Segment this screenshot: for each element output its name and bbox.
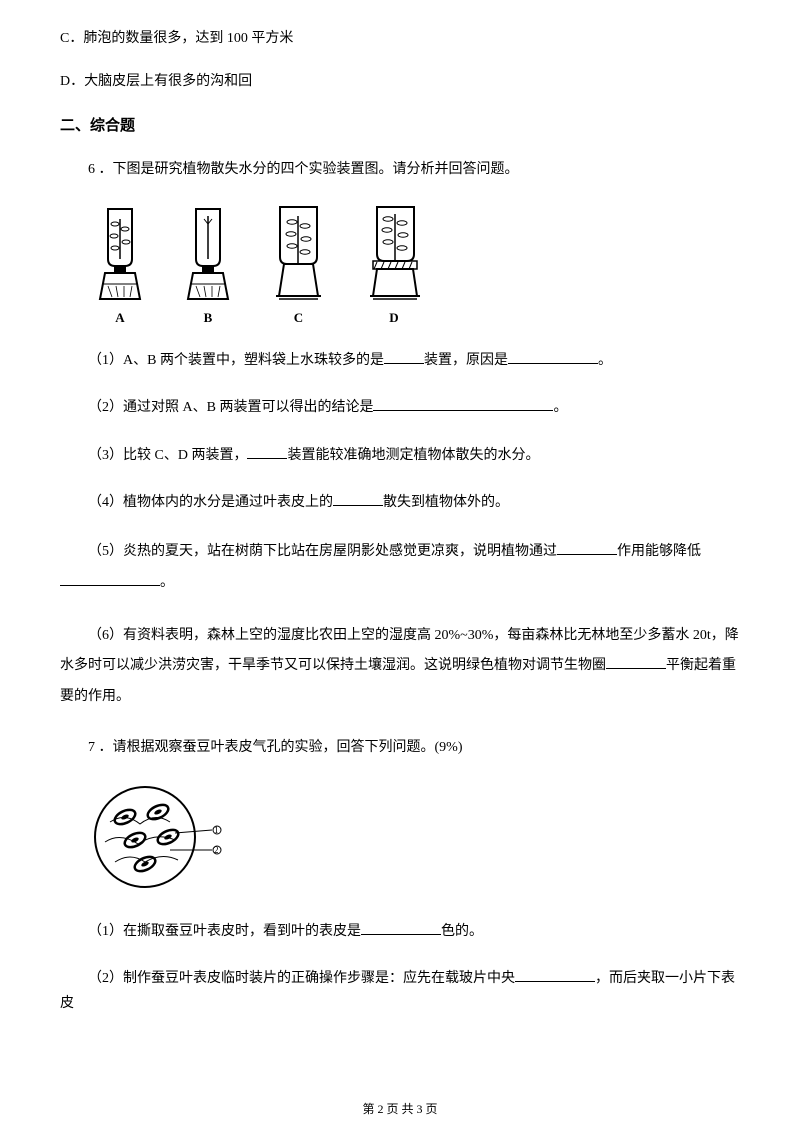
- device-d: D: [359, 204, 429, 326]
- blank: [60, 585, 160, 586]
- q6-sub1-text-c: 。: [598, 353, 612, 368]
- q7-sub1: （1）在撕取蚕豆叶表皮时，看到叶的表皮是 色的。: [60, 919, 740, 944]
- q6-intro: 6 ．下图是研究植物散失水分的四个实验装置图。请分析并回答问题。: [60, 157, 740, 182]
- q6-sub3-text-b: 装置能较准确地测定植物体散失的水分。: [287, 448, 539, 463]
- q6-sub5-text-c: 。: [160, 575, 174, 590]
- svg-text:2: 2: [214, 845, 219, 855]
- q7-intro: 7 ．请根据观察蚕豆叶表皮气孔的实验，回答下列问题。(9%): [60, 735, 740, 760]
- device-b: B: [178, 204, 238, 326]
- q6-sub1-text-a: （1）A、B 两个装置中，塑料袋上水珠较多的是: [88, 353, 384, 368]
- q6-sub6: （6）有资料表明，森林上空的湿度比农田上空的湿度高 20%~30%，每亩森林比无…: [60, 621, 740, 713]
- blank: [606, 668, 666, 669]
- q6-sub2-text-a: （2）通过对照 A、B 两装置可以得出的结论是: [88, 400, 373, 415]
- page-footer: 第 2 页 共 3 页: [0, 1100, 800, 1117]
- q6-sub4-text-b: 散失到植物体外的。: [383, 495, 509, 510]
- blank: [333, 505, 383, 506]
- q6-sub1: （1）A、B 两个装置中，塑料袋上水珠较多的是 装置，原因是 。: [60, 348, 740, 373]
- q6-sub5-text-a: （5）炎热的夏天，站在树荫下比站在房屋阴影处感觉更凉爽，说明植物通过: [88, 544, 557, 559]
- q6-sub6-text-a: （6）有资料表明，森林上空的湿度比农田上空的湿度高 20%~30%，每亩森林比无…: [60, 628, 739, 674]
- q7-sub2-text-a: （2）制作蚕豆叶表皮临时装片的正确操作步骤是：应先在载玻片中央: [88, 971, 515, 986]
- section-2-heading: 二、综合题: [60, 114, 740, 135]
- device-a: A: [90, 204, 150, 326]
- q6-sub4: （4）植物体内的水分是通过叶表皮上的 散失到植物体外的。: [60, 490, 740, 515]
- blank: [361, 934, 441, 935]
- q6-sub3: （3）比较 C、D 两装置， 装置能较准确地测定植物体散失的水分。: [60, 443, 740, 468]
- device-d-label: D: [389, 310, 398, 326]
- q6-sub5-text-b: 作用能够降低: [617, 544, 701, 559]
- q6-figure: A B: [90, 204, 740, 326]
- blank: [515, 981, 595, 982]
- option-c: C．肺泡的数量很多，达到 100 平方米: [60, 28, 740, 49]
- device-c: C: [266, 204, 331, 326]
- device-b-label: B: [204, 310, 213, 326]
- q6-sub2-text-b: 。: [553, 400, 567, 415]
- blank: [384, 363, 424, 364]
- blank: [508, 363, 598, 364]
- blank: [557, 554, 617, 555]
- svg-text:1: 1: [214, 825, 219, 835]
- q6-sub4-text-a: （4）植物体内的水分是通过叶表皮上的: [88, 495, 333, 510]
- blank: [373, 410, 553, 411]
- q6-sub5: （5）炎热的夏天，站在树荫下比站在房屋阴影处感觉更凉爽，说明植物通过 作用能够降低…: [60, 537, 740, 599]
- q6-sub3-text-a: （3）比较 C、D 两装置，: [88, 448, 247, 463]
- q6-sub1-text-b: 装置，原因是: [424, 353, 508, 368]
- q7-sub1-text-b: 色的。: [441, 924, 483, 939]
- q7-sub2: （2）制作蚕豆叶表皮临时装片的正确操作步骤是：应先在载玻片中央，而后夹取一小片下…: [60, 966, 740, 1016]
- q6-sub2: （2）通过对照 A、B 两装置可以得出的结论是 。: [60, 395, 740, 420]
- q7-sub1-text-a: （1）在撕取蚕豆叶表皮时，看到叶的表皮是: [88, 924, 361, 939]
- q7-figure: 1 2: [90, 782, 740, 897]
- blank: [247, 458, 287, 459]
- device-c-label: C: [294, 310, 303, 326]
- device-a-label: A: [115, 310, 124, 326]
- option-d: D．大脑皮层上有很多的沟和回: [60, 71, 740, 92]
